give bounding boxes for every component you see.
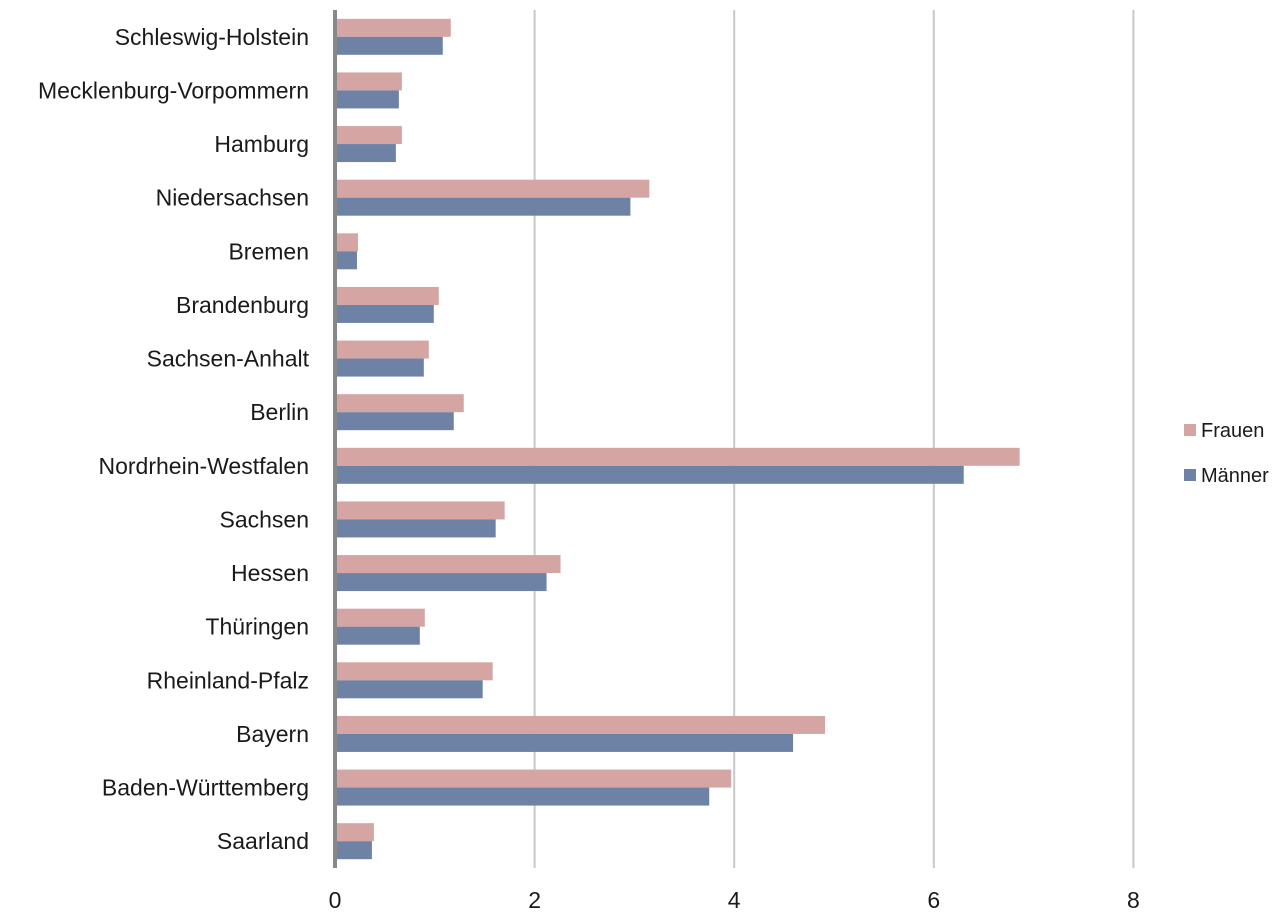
category-label: Sachsen-Anhalt <box>147 346 310 372</box>
category-label: Bayern <box>236 721 309 747</box>
category-label: Brandenburg <box>176 292 309 318</box>
category-label: Bremen <box>228 238 309 264</box>
legend-label-manner: Männer <box>1201 465 1269 487</box>
bar-manner-hessen <box>335 573 547 592</box>
bar-manner-thuringen <box>335 626 420 645</box>
bar-frauen-hessen <box>335 555 561 574</box>
bar-manner-saarland <box>335 841 372 860</box>
bar-manner-rheinland-pfalz <box>335 680 483 699</box>
category-label: Mecklenburg-Vorpommern <box>38 77 309 103</box>
category-label: Sachsen <box>219 506 309 532</box>
bar-frauen-saarland <box>335 823 374 842</box>
bar-manner-hamburg <box>335 144 396 163</box>
legend-label-frauen: Frauen <box>1201 420 1264 442</box>
category-label: Berlin <box>250 399 309 425</box>
bar-frauen-bayern <box>335 715 826 734</box>
bar-manner-sachsen-anhalt <box>335 358 424 377</box>
category-label: Niedersachsen <box>156 185 309 211</box>
category-label: Hessen <box>231 560 309 586</box>
category-labels: Schleswig-Holstein Mecklenburg-Vorpommern… <box>38 24 310 854</box>
bar-manner-niedersachsen <box>335 197 631 216</box>
bar-frauen-berlin <box>335 394 464 413</box>
tick-labels: 0 2 4 6 8 <box>329 887 1140 913</box>
bar-frauen-niedersachsen <box>335 179 650 198</box>
category-label: Nordrhein-Westfalen <box>98 453 309 479</box>
category-label: Hamburg <box>214 131 309 157</box>
bar-frauen-sachsen <box>335 501 505 520</box>
bars <box>335 18 1020 860</box>
bar-manner-mecklenburg-vorpommern <box>335 90 399 109</box>
bar-frauen-bremen <box>335 233 358 252</box>
bar-frauen-thuringen <box>335 608 425 627</box>
bar-manner-schleswig-holstein <box>335 36 443 55</box>
bar-manner-bayern <box>335 733 794 752</box>
tick-label: 4 <box>728 887 741 913</box>
bar-manner-nordrhein-westfalen <box>335 465 964 484</box>
tick-label: 0 <box>329 887 342 913</box>
category-label: Saarland <box>217 828 309 854</box>
bar-manner-sachsen <box>335 519 496 538</box>
tick-label: 8 <box>1127 887 1140 913</box>
bar-frauen-hamburg <box>335 126 402 145</box>
category-label: Thüringen <box>205 614 309 640</box>
bar-frauen-sachsen-anhalt <box>335 340 429 359</box>
category-label: Rheinland-Pfalz <box>147 667 309 693</box>
tick-label: 6 <box>927 887 940 913</box>
bar-frauen-nordrhein-westfalen <box>335 447 1020 466</box>
legend-swatch-frauen <box>1184 424 1196 436</box>
bar-frauen-brandenburg <box>335 286 439 305</box>
bar-frauen-schleswig-holstein <box>335 18 451 37</box>
bar-frauen-baden-wurttemberg <box>335 769 732 788</box>
legend-swatch-manner <box>1184 469 1196 481</box>
bar-manner-bremen <box>335 251 357 270</box>
bar-manner-berlin <box>335 412 454 431</box>
category-label: Baden-Württemberg <box>102 775 309 801</box>
bar-frauen-rheinland-pfalz <box>335 662 493 681</box>
bar-manner-brandenburg <box>335 304 434 323</box>
legend: Frauen Männer <box>1184 420 1269 487</box>
bar-frauen-mecklenburg-vorpommern <box>335 72 402 91</box>
category-label: Schleswig-Holstein <box>115 24 309 50</box>
bar-manner-baden-wurttemberg <box>335 787 710 806</box>
tick-label: 2 <box>528 887 541 913</box>
